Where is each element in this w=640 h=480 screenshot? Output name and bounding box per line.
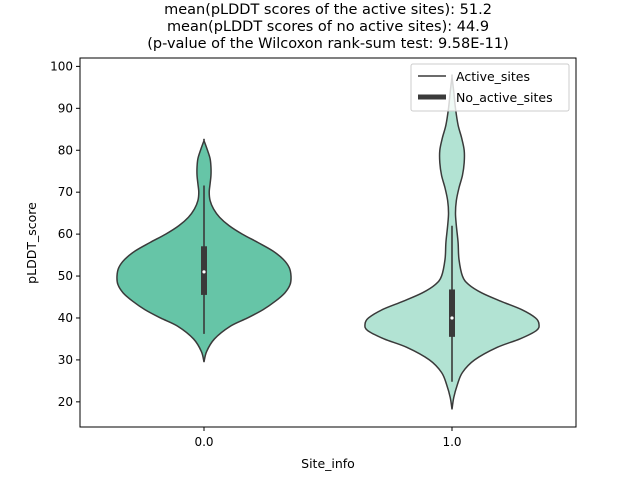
y-tick-label: 100 <box>50 59 73 73</box>
chart-title-line-3: (p-value of the Wilcoxon rank-sum test: … <box>147 36 508 52</box>
legend-entry-no-active-sites: No_active_sites <box>456 90 553 105</box>
x-axis-label: Site_info <box>301 456 355 471</box>
violin-median-1.0 <box>450 316 454 320</box>
chart-title-line-2: mean(pLDDT scores of no active sites): 4… <box>167 19 489 35</box>
chart-title-line-1: mean(pLDDT scores of the active sites): … <box>164 2 492 18</box>
y-axis-label: pLDDT_score <box>24 202 39 284</box>
y-tick-label: 90 <box>58 101 73 115</box>
y-tick-label: 70 <box>58 185 73 199</box>
x-tick-label: 1.0 <box>442 435 461 449</box>
y-tick-label: 40 <box>58 311 73 325</box>
y-tick-label: 80 <box>58 143 73 157</box>
legend: Active_sites No_active_sites <box>410 63 570 112</box>
violin-iqr-box-1.0 <box>449 289 455 337</box>
y-tick-label: 20 <box>58 395 73 409</box>
y-tick-label: 60 <box>58 227 73 241</box>
plot-frame <box>79 57 577 428</box>
violin-median-0.0 <box>202 270 206 274</box>
y-tick-label: 50 <box>58 269 73 283</box>
y-axis-ticks: 20 30 40 50 60 70 80 90 100 <box>50 59 80 409</box>
x-axis-ticks: 0.0 1.0 <box>194 427 462 449</box>
legend-box <box>410 63 570 112</box>
x-tick-label: 0.0 <box>194 435 213 449</box>
y-tick-label: 30 <box>58 353 73 367</box>
legend-entry-active-sites: Active_sites <box>456 69 530 84</box>
violins-layer <box>116 74 540 410</box>
